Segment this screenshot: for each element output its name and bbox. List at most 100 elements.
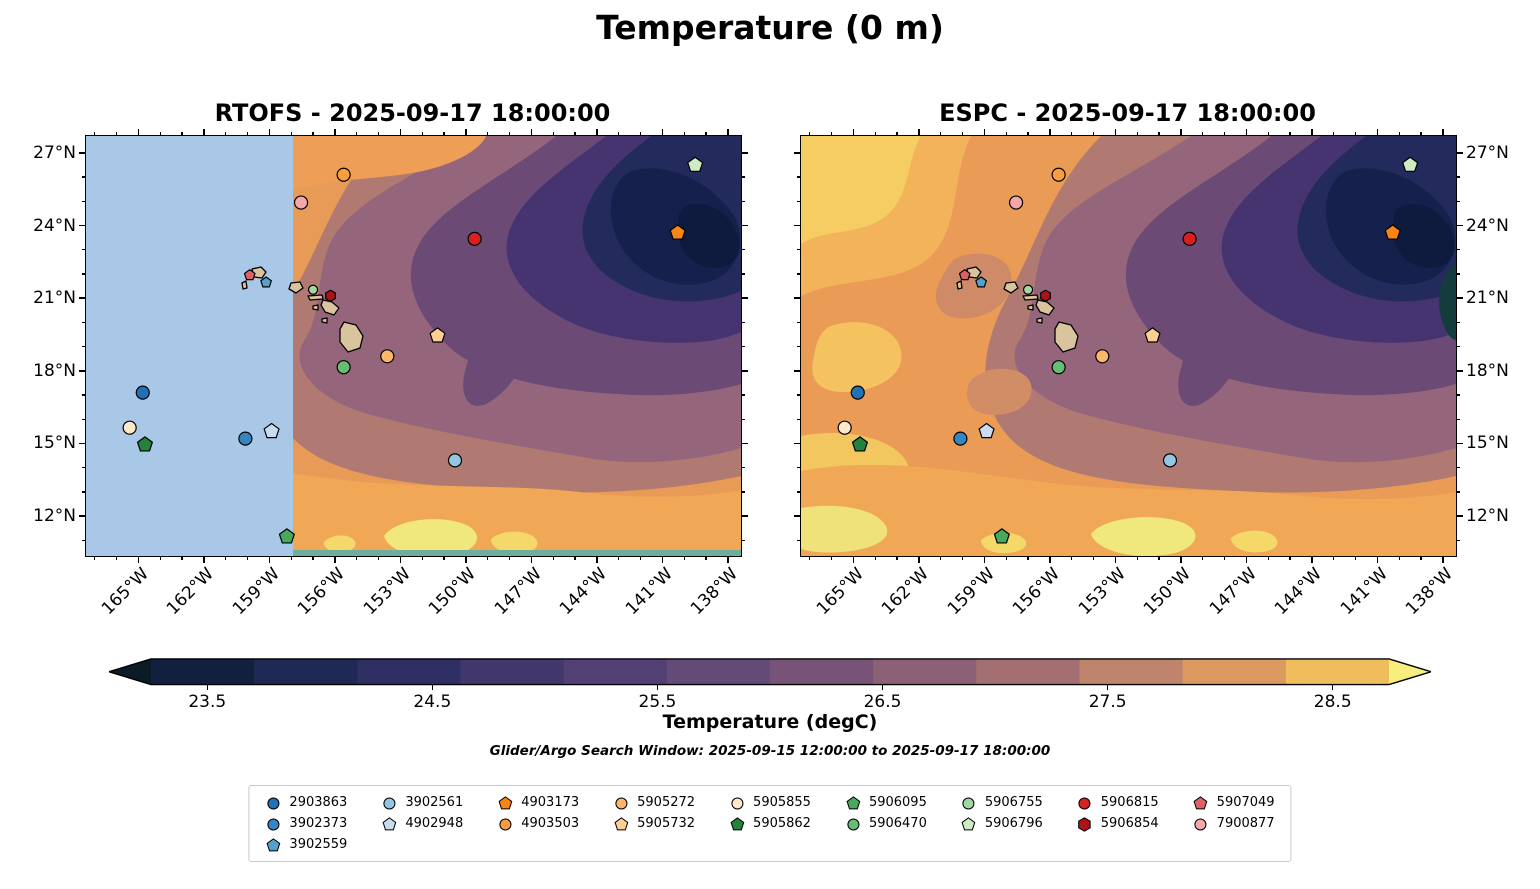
colorbar-segment bbox=[770, 658, 874, 685]
x-minor-tick bbox=[1005, 556, 1007, 560]
x-minor-tick bbox=[683, 556, 685, 560]
legend-item-label: 5906854 bbox=[1100, 816, 1159, 831]
y-minor-tick bbox=[1456, 249, 1460, 251]
x-minor-tick bbox=[421, 556, 423, 560]
x-major-tick bbox=[983, 129, 986, 136]
y-major-tick bbox=[79, 515, 86, 517]
float-marker-3902373 bbox=[267, 817, 280, 831]
float-marker-5906470 bbox=[336, 360, 351, 375]
x-tick-label: 159°W bbox=[228, 564, 284, 619]
x-tick-label: 141°W bbox=[621, 564, 677, 619]
x-minor-tick bbox=[377, 556, 380, 560]
x-minor-tick bbox=[1267, 556, 1269, 560]
x-major-tick bbox=[399, 556, 402, 563]
x-minor-tick bbox=[1071, 132, 1073, 136]
y-major-tick bbox=[741, 370, 748, 372]
float-marker-4903503 bbox=[336, 167, 351, 182]
y-tick-label: 24°N bbox=[1466, 215, 1509, 236]
float-marker-5906796 bbox=[961, 816, 976, 830]
y-minor-tick bbox=[797, 345, 801, 348]
x-major-tick bbox=[1114, 556, 1117, 563]
x-minor-tick bbox=[1092, 132, 1095, 136]
y-major-tick bbox=[794, 370, 801, 372]
x-major-tick bbox=[1376, 556, 1379, 563]
legend-item-5906854: 5906854 bbox=[1077, 814, 1159, 833]
y-minor-tick bbox=[741, 176, 745, 178]
float-marker-7900877 bbox=[1194, 817, 1207, 831]
y-tick-label: 21°N bbox=[1466, 288, 1509, 309]
x-minor-tick bbox=[1420, 556, 1422, 560]
float-marker-5905732 bbox=[429, 327, 446, 343]
float-marker-5906755 bbox=[1022, 284, 1034, 295]
float-marker-3902559 bbox=[260, 276, 273, 288]
legend-item-label: 3902559 bbox=[289, 837, 348, 852]
x-minor-tick bbox=[639, 556, 642, 560]
legend-item-label: 3902373 bbox=[289, 816, 348, 831]
x-tick-label: 150°W bbox=[1140, 564, 1196, 619]
x-minor-tick bbox=[809, 556, 811, 560]
float-marker-3902559 bbox=[266, 837, 281, 851]
legend-column: 5905272 5905732 bbox=[613, 793, 695, 854]
hawaiian-islands bbox=[956, 266, 1079, 353]
x-minor-tick bbox=[1267, 132, 1269, 136]
x-major-tick bbox=[727, 129, 729, 136]
float-marker-4903503 bbox=[1051, 167, 1066, 182]
x-tick-label: 165°W bbox=[812, 564, 868, 619]
legend-item-3902561: 3902561 bbox=[381, 793, 463, 812]
colorbar-segment bbox=[1182, 658, 1287, 685]
legend-item-label: 5905855 bbox=[753, 795, 811, 810]
x-major-tick bbox=[1114, 129, 1117, 136]
pentagon-marker-icon bbox=[382, 816, 397, 830]
x-minor-tick bbox=[1136, 132, 1138, 136]
x-minor-tick bbox=[1398, 556, 1400, 560]
x-major-tick bbox=[137, 556, 140, 563]
y-tick-label: 15°N bbox=[1466, 433, 1509, 454]
legend-item-4903503: 4903503 bbox=[497, 814, 579, 833]
pentagon-marker-icon bbox=[1193, 795, 1208, 809]
colorbar-tick-label: 23.5 bbox=[188, 692, 227, 712]
float-marker-3902373 bbox=[953, 431, 968, 446]
y-major-tick bbox=[79, 152, 86, 154]
rtofs-sst-field bbox=[86, 136, 741, 556]
legend-item-label: 5906470 bbox=[868, 816, 927, 831]
y-major-tick bbox=[1456, 297, 1463, 299]
x-major-tick bbox=[268, 129, 271, 136]
x-minor-tick bbox=[961, 556, 964, 560]
x-minor-tick bbox=[115, 556, 118, 560]
legend-item-2903863: 2903863 bbox=[265, 793, 347, 812]
legend-item-5906815: 5906815 bbox=[1077, 793, 1159, 812]
float-marker-5905272 bbox=[615, 796, 628, 810]
x-minor-tick bbox=[940, 556, 942, 560]
float-marker-5905732 bbox=[1144, 327, 1161, 343]
float-marker-5907049 bbox=[958, 268, 971, 281]
y-minor-tick bbox=[741, 273, 745, 275]
colorbar-segment bbox=[460, 658, 565, 685]
y-major-tick bbox=[794, 152, 801, 154]
y-minor-tick bbox=[1456, 273, 1460, 275]
x-minor-tick bbox=[181, 556, 183, 560]
x-minor-tick bbox=[896, 132, 898, 136]
x-tick-label: 150°W bbox=[425, 564, 481, 619]
x-minor-tick bbox=[1027, 556, 1029, 560]
x-minor-tick bbox=[552, 132, 554, 136]
x-tick-label: 138°W bbox=[1402, 564, 1458, 619]
x-minor-tick bbox=[1092, 556, 1095, 560]
colorbar-segment bbox=[357, 658, 462, 685]
x-major-tick bbox=[334, 556, 336, 563]
x-minor-tick bbox=[1202, 556, 1204, 560]
x-minor-tick bbox=[1354, 132, 1357, 136]
y-major-tick bbox=[79, 224, 86, 227]
float-marker-4903173 bbox=[1384, 224, 1401, 240]
x-minor-tick bbox=[705, 132, 707, 136]
x-major-tick bbox=[918, 556, 920, 563]
legend-column: 5906755 5906796 bbox=[961, 793, 1043, 854]
x-minor-tick bbox=[225, 132, 227, 136]
float-marker-3902373 bbox=[238, 431, 253, 446]
x-minor-tick bbox=[1223, 556, 1226, 560]
x-minor-tick bbox=[246, 132, 249, 136]
x-minor-tick bbox=[421, 132, 423, 136]
x-major-tick bbox=[203, 556, 205, 563]
legend-item-5905862: 5905862 bbox=[729, 814, 811, 833]
x-major-tick bbox=[530, 129, 533, 136]
x-major-tick bbox=[1049, 129, 1051, 136]
